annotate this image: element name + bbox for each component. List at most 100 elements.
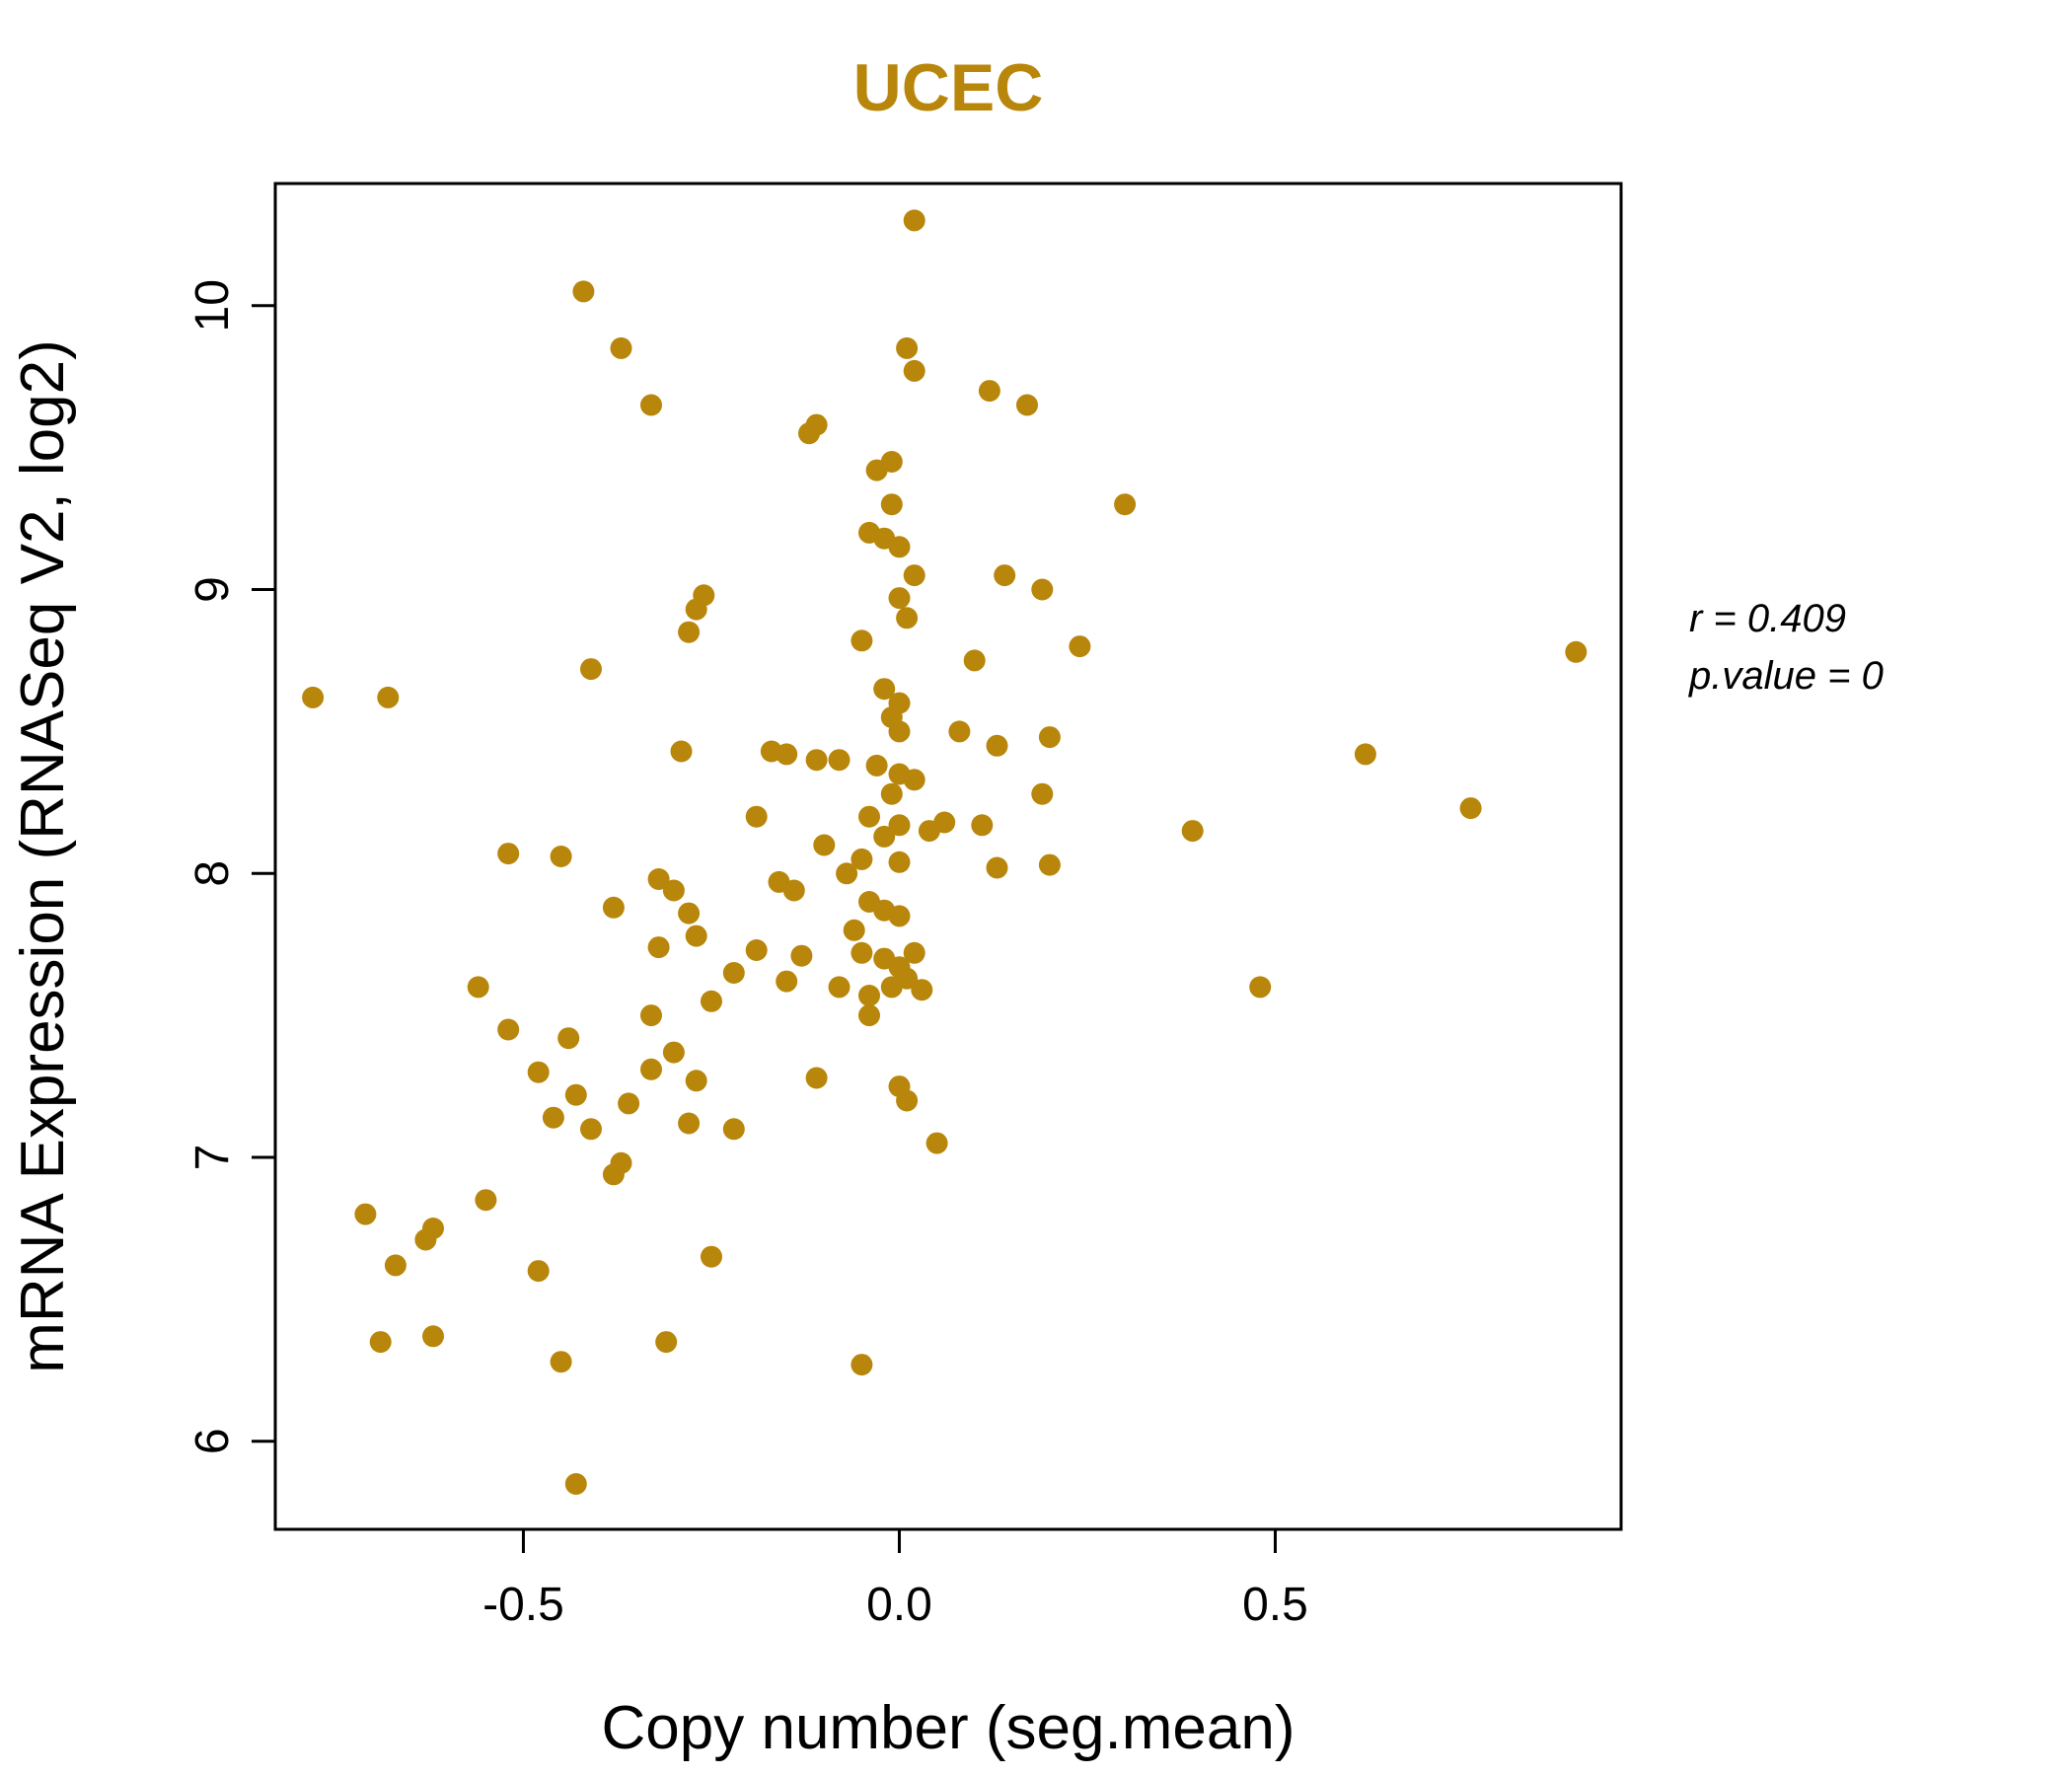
data-point (655, 1331, 678, 1354)
data-point (685, 925, 707, 947)
data-point (354, 1203, 377, 1225)
data-point (851, 848, 873, 870)
data-point (776, 743, 798, 766)
data-point (745, 939, 768, 961)
data-point (670, 740, 693, 763)
data-point (640, 394, 662, 416)
data-point (994, 564, 1016, 587)
data-point (903, 209, 925, 232)
data-point (911, 979, 933, 1001)
data-point (873, 678, 896, 701)
data-point (858, 805, 880, 828)
data-point (550, 846, 572, 867)
y-tick-label: 8 (186, 860, 239, 887)
x-tick-label: -0.5 (482, 1579, 564, 1631)
data-point (678, 1112, 701, 1135)
data-point (790, 944, 813, 967)
data-point (896, 607, 919, 629)
plot-border (273, 182, 1623, 1531)
data-point (925, 1132, 948, 1154)
annotation-p-value: p.value = 0 (1688, 654, 1884, 698)
x-tick-label: 0.0 (866, 1579, 932, 1631)
data-point (1038, 726, 1061, 749)
data-point (963, 649, 986, 672)
data-point (776, 970, 798, 993)
data-point (572, 280, 595, 303)
data-point (557, 1027, 580, 1050)
data-point (978, 380, 1000, 403)
data-point (564, 1473, 587, 1495)
data-point (858, 521, 880, 544)
data-point (722, 1118, 745, 1141)
data-point (640, 1058, 662, 1080)
data-point (948, 720, 971, 743)
data-point (986, 856, 1008, 879)
y-tick-label: 9 (186, 576, 239, 603)
data-point (662, 1041, 685, 1064)
data-point (1031, 578, 1054, 601)
data-point (527, 1061, 550, 1083)
data-point (888, 814, 911, 837)
data-point (302, 686, 325, 708)
data-point (602, 1163, 625, 1186)
data-point (851, 629, 873, 652)
data-point (888, 720, 911, 743)
data-point (550, 1351, 572, 1373)
data-point (564, 1083, 587, 1106)
data-point (678, 902, 701, 925)
data-point (377, 686, 400, 708)
data-point (701, 990, 722, 1012)
y-axis-label: mRNA Expression (RNASeq V2, log2) (9, 339, 77, 1373)
data-point (384, 1254, 407, 1277)
data-point (618, 1092, 640, 1115)
data-point (475, 1189, 497, 1212)
y-tick-label: 7 (186, 1145, 239, 1171)
data-point (1181, 820, 1204, 843)
data-point (662, 879, 685, 902)
data-point (414, 1228, 437, 1251)
data-point (986, 734, 1008, 757)
data-point (640, 1004, 662, 1027)
data-point (858, 1004, 880, 1027)
data-point (896, 336, 919, 359)
x-axis-label: Copy number (seg.mean) (602, 1694, 1295, 1762)
data-point (1038, 853, 1061, 876)
data-point (745, 805, 768, 828)
data-point (647, 936, 670, 959)
data-point (865, 754, 888, 777)
data-point (1069, 635, 1091, 658)
data-point (527, 1260, 550, 1283)
data-point (888, 536, 911, 558)
data-point (542, 1106, 564, 1129)
plot-area: -0.5 0.0 0.5 6 7 8 9 10 (186, 182, 1623, 1631)
data-point (1249, 976, 1272, 999)
data-point (828, 976, 851, 999)
data-point (685, 1070, 707, 1092)
data-point (1016, 394, 1038, 416)
data-point (903, 941, 925, 964)
chart-title: UCEC (853, 50, 1044, 125)
data-point (580, 658, 602, 681)
data-point (828, 749, 851, 772)
data-point (813, 834, 836, 856)
data-point (903, 769, 925, 791)
data-point (896, 967, 919, 990)
x-tick-label: 0.5 (1242, 1579, 1308, 1631)
data-point (1565, 640, 1588, 663)
data-point (971, 814, 994, 837)
data-point (851, 941, 873, 964)
data-point (1459, 797, 1482, 820)
data-point (701, 1245, 722, 1268)
data-point (1114, 493, 1137, 516)
data-point (580, 1118, 602, 1141)
data-point (896, 1089, 919, 1112)
data-point (903, 564, 925, 587)
data-point (467, 976, 489, 999)
data-point (602, 896, 625, 919)
data-point (865, 459, 888, 481)
data-point (685, 598, 707, 621)
data-point (497, 1018, 520, 1041)
data-point (805, 1067, 828, 1089)
